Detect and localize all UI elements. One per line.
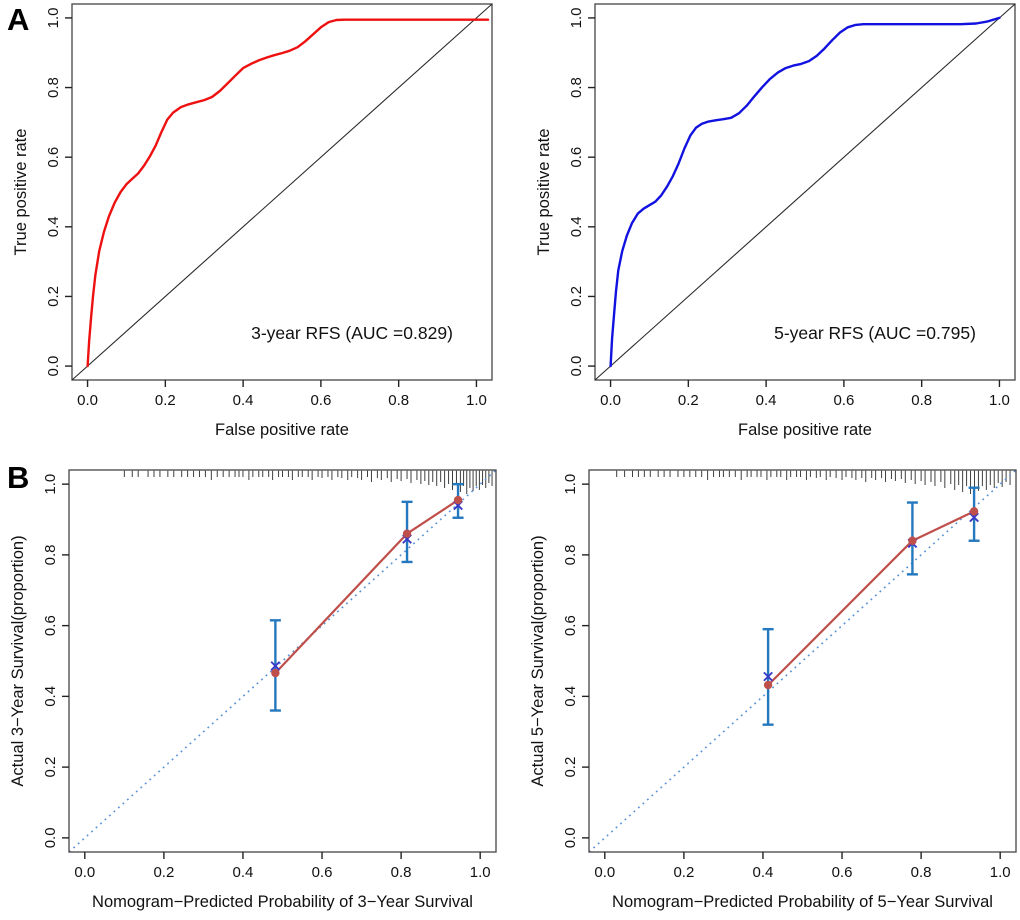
y-axis-title: Actual 3−Year Survival(proportion)	[9, 535, 27, 786]
plot-frame	[588, 469, 1017, 853]
reference-diagonal	[71, 3, 493, 381]
roc-curve-roc3	[86, 18, 490, 368]
x-tick-label: 0.0	[594, 864, 615, 881]
y-tick-label: 0.8	[568, 77, 585, 98]
x-tick-label: 1.0	[989, 392, 1010, 409]
x-tick-label: 0.2	[155, 392, 176, 409]
y-tick-label: 1.0	[42, 474, 59, 495]
x-tick-label: 0.0	[74, 864, 95, 881]
y-tick-label: 0.8	[42, 544, 59, 565]
y-tick-label: 1.0	[562, 474, 579, 495]
x-tick-label: 0.8	[391, 864, 412, 881]
ideal-line	[68, 469, 497, 853]
auc-annotation: 3-year RFS (AUC =0.829)	[251, 323, 453, 343]
plot-frame	[71, 3, 493, 381]
y-tick-label: 0.0	[562, 827, 579, 848]
x-tick-label: 0.6	[310, 392, 331, 409]
x-tick-label: 0.8	[911, 392, 932, 409]
x-tick-label: 0.8	[911, 864, 932, 881]
calibration-point	[271, 668, 280, 678]
y-tick-label: 0.0	[568, 356, 585, 377]
calibration-line	[274, 499, 459, 674]
y-tick-label: 0.8	[45, 77, 62, 98]
calibration-point	[969, 507, 979, 516]
plot-frame	[594, 3, 1016, 381]
cross-marker	[969, 512, 979, 523]
y-tick-label: 1.0	[568, 7, 585, 28]
roc-curve-roc5	[609, 16, 1001, 368]
x-axis-title: Nomogram−Predicted Probability of 3−Year…	[92, 893, 473, 911]
x-tick-label: 1.0	[990, 864, 1011, 881]
y-axis-title: True positive rate	[535, 129, 553, 256]
calibration-point	[453, 495, 463, 505]
panel-a-label: A	[7, 2, 30, 37]
y-tick-label: 1.0	[45, 7, 62, 28]
y-tick-label: 0.2	[562, 757, 579, 778]
x-tick-label: 0.8	[388, 392, 409, 409]
cross-marker	[763, 671, 773, 682]
y-tick-label: 0.4	[568, 216, 585, 237]
y-axis-title: True positive rate	[12, 129, 30, 256]
x-axis-title: Nomogram−Predicted Probability of 5−Year…	[612, 893, 993, 911]
y-tick-label: 0.4	[42, 686, 59, 707]
x-axis-title: False positive rate	[738, 421, 872, 439]
calibration-point	[763, 680, 773, 690]
y-tick-label: 0.2	[45, 286, 62, 307]
panel-b-label: B	[7, 460, 30, 495]
x-tick-label: 0.4	[753, 864, 774, 881]
y-tick-label: 0.0	[42, 827, 59, 848]
y-tick-label: 0.8	[562, 544, 579, 565]
x-tick-label: 0.6	[833, 392, 854, 409]
plot-frame	[68, 469, 497, 853]
y-tick-label: 0.4	[562, 686, 579, 707]
y-tick-label: 0.4	[45, 216, 62, 237]
calibration-point	[908, 536, 917, 545]
x-tick-label: 0.0	[77, 392, 98, 409]
y-tick-label: 0.6	[45, 147, 62, 168]
x-tick-label: 1.0	[470, 864, 491, 881]
ideal-line	[588, 469, 1017, 853]
auc-annotation: 5-year RFS (AUC =0.795)	[774, 323, 976, 343]
x-tick-label: 0.0	[600, 392, 621, 409]
x-tick-label: 1.0	[466, 392, 487, 409]
x-tick-label: 0.6	[832, 864, 853, 881]
x-tick-label: 0.2	[678, 392, 699, 409]
x-tick-label: 0.4	[233, 864, 254, 881]
y-tick-label: 0.6	[562, 615, 579, 636]
y-tick-label: 0.6	[42, 615, 59, 636]
calibration-point	[402, 529, 412, 538]
y-tick-label: 0.6	[568, 147, 585, 168]
x-axis-title: False positive rate	[215, 421, 349, 439]
x-tick-label: 0.2	[673, 864, 694, 881]
x-tick-label: 0.4	[233, 392, 254, 409]
y-tick-label: 0.2	[42, 757, 59, 778]
x-tick-label: 0.6	[312, 864, 333, 881]
y-tick-label: 0.0	[45, 356, 62, 377]
y-axis-title: Actual 5−Year Survival(proportion)	[529, 535, 547, 786]
y-tick-label: 0.2	[568, 286, 585, 307]
x-tick-label: 0.2	[153, 864, 174, 881]
cross-marker	[270, 661, 281, 671]
reference-diagonal	[594, 3, 1016, 381]
calibration-line	[767, 510, 975, 686]
x-tick-label: 0.4	[756, 392, 777, 409]
